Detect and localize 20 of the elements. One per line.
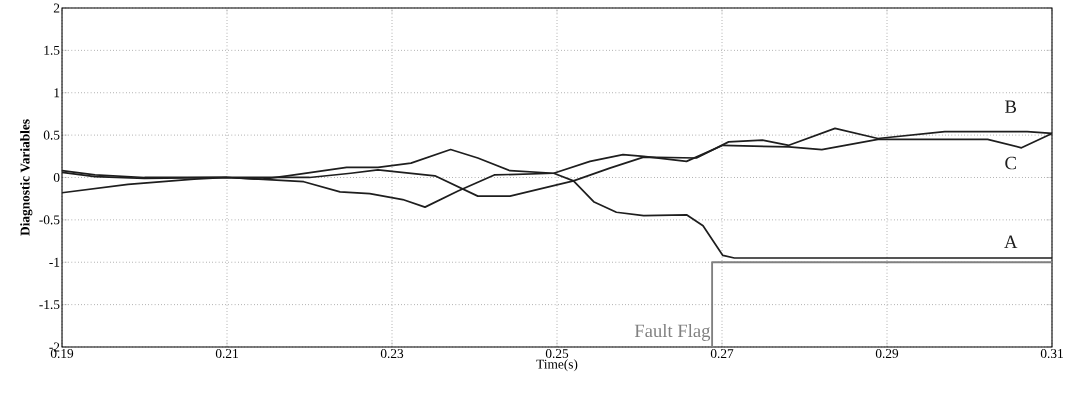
y-tick-label: -1.5 bbox=[39, 300, 60, 310]
y-tick-label: 2 bbox=[53, 3, 60, 13]
x-tick-label: 0.29 bbox=[875, 349, 899, 359]
series-label: A bbox=[1004, 235, 1018, 248]
y-tick-label: -1 bbox=[49, 257, 60, 267]
series-label: Fault Flag bbox=[634, 323, 711, 341]
x-tick-label: 0.23 bbox=[380, 349, 404, 359]
x-tick-label: 0.21 bbox=[215, 349, 238, 359]
y-tick-label: 0 bbox=[53, 172, 60, 182]
x-tick-label: 0.27 bbox=[710, 349, 734, 359]
x-tick-label: 0.25 bbox=[545, 349, 569, 359]
x-tick-label: 0.31 bbox=[1040, 349, 1063, 359]
y-tick-label: 0.5 bbox=[43, 130, 60, 140]
series-label: B bbox=[1005, 100, 1017, 113]
y-tick-label: 1.5 bbox=[44, 45, 60, 55]
y-tick-label: -0.5 bbox=[39, 215, 60, 225]
series-label: C bbox=[1005, 156, 1016, 170]
y-axis-title: Diagnostic Variables bbox=[20, 119, 33, 236]
x-axis-title: Time(s) bbox=[536, 359, 578, 372]
y-tick-label: 1 bbox=[54, 88, 60, 98]
